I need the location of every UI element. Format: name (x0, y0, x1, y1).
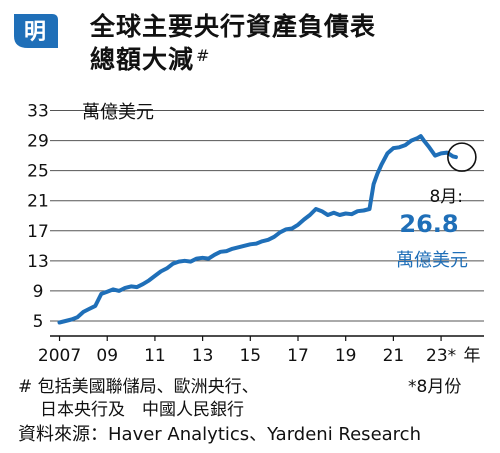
x-tick-labels: 2007 09 11 13 15 17 19 21 23* 年 (38, 336, 481, 366)
y-tick-labels: 5 9 13 17 21 25 29 33 (27, 102, 49, 332)
annotation-unit: 萬億美元 (396, 250, 468, 271)
y-tick-label-13: 13 (27, 252, 49, 272)
grid-lines (50, 110, 484, 337)
title-footnote-mark: # (196, 46, 211, 65)
x-tick-label-2021: 21 (383, 346, 405, 366)
footnote-line-1: # 包括美國聯儲局、歐洲央行、 (18, 377, 259, 397)
title-line-1: 全球主要央行資產負債表 (90, 12, 377, 41)
y-tick-label-5: 5 (33, 312, 44, 332)
annotation-value: 26.8 (399, 210, 458, 238)
y-tick-label-29: 29 (27, 132, 49, 152)
title-line-2: 總額大減 # (90, 43, 376, 76)
ming-pao-logo: 明 (14, 14, 58, 48)
chart-title: 全球主要央行資產負債表 總額大減 # (90, 10, 376, 76)
x-tick-label-2023: 23* (426, 346, 456, 366)
y-tick-label-33: 33 (27, 102, 49, 122)
x-axis-label: 年 (464, 346, 481, 366)
logo-char: 明 (24, 20, 46, 45)
x-tick-label-2011: 11 (144, 346, 166, 366)
y-tick-label-17: 17 (27, 222, 49, 242)
series-line (57, 134, 458, 325)
y-tick-label-9: 9 (33, 282, 44, 302)
source-note: 資料來源：Haver Analytics、Yardeni Research (18, 424, 421, 445)
title-line-2-text: 總額大減 (90, 45, 195, 74)
x-tick-label-2019: 19 (335, 346, 357, 366)
footnote-line-2: 日本央行及 中國人民銀行 (40, 400, 244, 420)
footnote-asterisk: *8月份 (408, 377, 462, 397)
x-tick-label-2009: 09 (96, 346, 118, 366)
y-tick-label-25: 25 (27, 162, 49, 182)
x-tick-label-2013: 13 (192, 346, 214, 366)
x-tick-label-2015: 15 (239, 346, 261, 366)
latest-value-marker (447, 142, 477, 172)
annotation-label: 8月: (429, 187, 463, 207)
y-tick-label-21: 21 (27, 192, 49, 212)
x-tick-label-2007: 2007 (38, 346, 81, 366)
x-tick-label-2017: 17 (287, 346, 309, 366)
y-axis-label: 萬億美元 (82, 102, 154, 123)
